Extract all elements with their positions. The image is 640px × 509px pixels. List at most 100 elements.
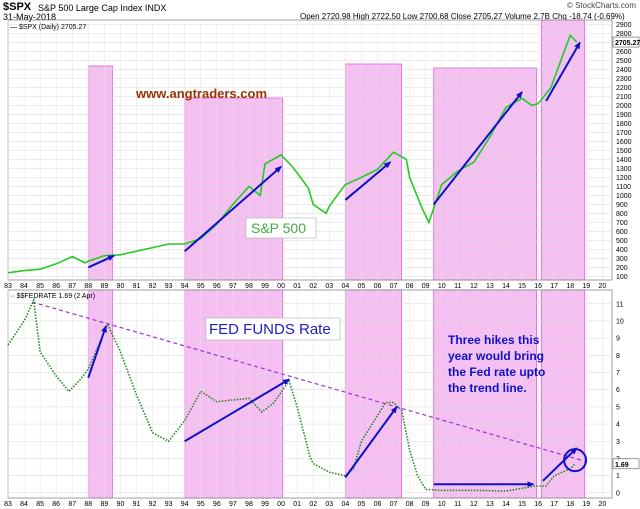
p-x-tick-label: 96: [213, 283, 221, 290]
p-y-tick-label: 1300: [616, 166, 632, 173]
r-y-tick-label: 5: [616, 404, 620, 411]
p-x-tick-label: 14: [502, 283, 510, 290]
p-x-tick-label: 10: [438, 283, 446, 290]
r-x-tick-label: 01: [293, 501, 301, 508]
p-x-tick-label: 09: [422, 283, 430, 290]
p-x-tick-label: 84: [20, 283, 28, 290]
p-x-tick-label: 91: [133, 283, 141, 290]
p-y-tick-label: 800: [616, 211, 628, 218]
p-x-tick-label: 90: [117, 283, 125, 290]
note-line-2: the Fed rate upto: [448, 365, 545, 379]
shade-region-price-0: [87, 65, 113, 281]
sp500-label-box: [245, 217, 317, 239]
r-x-tick-label: 97: [229, 501, 237, 508]
p-x-tick-label: 99: [261, 283, 269, 290]
r-x-tick-label: 20: [598, 501, 606, 508]
p-x-tick-label: 95: [197, 283, 205, 290]
p-x-tick-label: 89: [100, 283, 108, 290]
p-x-tick-label: 12: [470, 283, 478, 290]
r-x-tick-label: 11: [454, 501, 461, 508]
index-name: S&P 500 Large Cap Index INDX: [38, 3, 167, 13]
note-line-0: Three hikes this: [448, 333, 540, 347]
p-y-tick-label: 1600: [616, 139, 632, 146]
note-line-3: the trend line.: [448, 381, 527, 395]
r-y-tick-label: 9: [616, 336, 620, 343]
r-x-tick-label: 91: [133, 501, 141, 508]
r-y-tick-label: 10: [616, 318, 624, 325]
r-x-tick-label: 03: [325, 501, 333, 508]
p-x-tick-label: 08: [406, 283, 414, 290]
r-x-tick-label: 04: [341, 501, 349, 508]
r-x-tick-label: 96: [213, 501, 221, 508]
fedrate-series-line: [7, 297, 576, 492]
p-x-tick-label: 83: [4, 283, 12, 290]
price-arrow-4: [545, 41, 581, 102]
p-y-tick-label: 2000: [616, 103, 632, 110]
p-y-tick-label: 1800: [616, 121, 632, 128]
shade-region-price-4: [540, 19, 586, 281]
rate-arrow-0: [87, 325, 107, 378]
r-x-tick-label: 19: [582, 501, 590, 508]
date-label: 31-May-2018: [3, 12, 57, 22]
fedfunds-label-box: [205, 317, 341, 341]
p-y-tick-label: 1700: [616, 130, 632, 137]
p-x-tick-label: 19: [582, 283, 590, 290]
rate-arrow-2: [344, 406, 398, 478]
p-y-tick-label: 1900: [616, 112, 632, 119]
highlight-circle: [563, 448, 588, 473]
p-x-tick-label: 04: [341, 283, 349, 290]
rate-arrow-1: [184, 378, 290, 443]
p-y-tick-label: 2600: [616, 49, 632, 56]
p-y-tick-label: 1000: [616, 193, 632, 200]
p-x-tick-label: 17: [550, 283, 558, 290]
r-y-tick-label: 11: [616, 301, 623, 308]
r-x-tick-label: 00: [277, 501, 285, 508]
p-y-tick-label: 2100: [616, 94, 632, 101]
p-x-tick-label: 94: [181, 283, 189, 290]
r-x-tick-label: 10: [438, 501, 446, 508]
fedrate-last-value-tag: 1.69: [615, 462, 629, 469]
p-x-tick-label: 03: [325, 283, 333, 290]
r-y-tick-label: 1: [616, 473, 620, 480]
shade-region-rate-4: [540, 289, 586, 499]
r-x-tick-label: 87: [68, 501, 76, 508]
spx-last-value-tag: 2705.27: [615, 40, 640, 47]
spx-legend: — $SPX (Daily) 2705.27: [10, 24, 86, 31]
p-x-tick-label: 88: [84, 283, 92, 290]
p-x-tick-label: 06: [374, 283, 382, 290]
p-y-tick-label: 200: [616, 265, 628, 272]
p-x-tick-label: 05: [358, 283, 366, 290]
p-x-tick-label: 15: [518, 283, 526, 290]
p-x-tick-label: 00: [277, 283, 285, 290]
p-y-tick-label: 1100: [616, 184, 631, 191]
r-x-tick-label: 98: [245, 501, 253, 508]
p-x-tick-label: 98: [245, 283, 253, 290]
fedrate-last-value-tag-box: [612, 458, 640, 470]
p-x-tick-label: 13: [486, 283, 494, 290]
r-y-tick-label: 8: [616, 353, 620, 360]
r-x-tick-label: 13: [486, 501, 494, 508]
price-arrow-1: [184, 165, 282, 252]
p-y-tick-label: 400: [616, 247, 628, 254]
r-y-tick-label: 4: [616, 422, 620, 429]
rate-arrow-4: [542, 447, 578, 482]
r-y-tick-label: 7: [616, 370, 620, 377]
r-x-tick-label: 88: [84, 501, 92, 508]
r-y-tick-label: 6: [616, 387, 620, 394]
r-x-tick-label: 93: [165, 501, 173, 508]
p-x-tick-label: 16: [534, 283, 542, 290]
r-x-tick-label: 14: [502, 501, 510, 508]
p-y-tick-label: 1400: [616, 157, 632, 164]
p-y-tick-label: 2800: [616, 31, 632, 38]
site-annotation: www.angtraders.com: [135, 86, 267, 101]
shade-region-price-1: [184, 97, 284, 281]
r-x-tick-label: 95: [197, 501, 205, 508]
p-x-tick-label: 20: [598, 283, 606, 290]
symbol: $SPX: [3, 1, 32, 13]
fedfunds-label: FED FUNDS Rate: [209, 321, 331, 338]
p-x-tick-label: 92: [149, 283, 157, 290]
p-y-tick-label: 500: [616, 238, 628, 245]
r-x-tick-label: 06: [374, 501, 382, 508]
p-x-tick-label: 07: [390, 283, 398, 290]
